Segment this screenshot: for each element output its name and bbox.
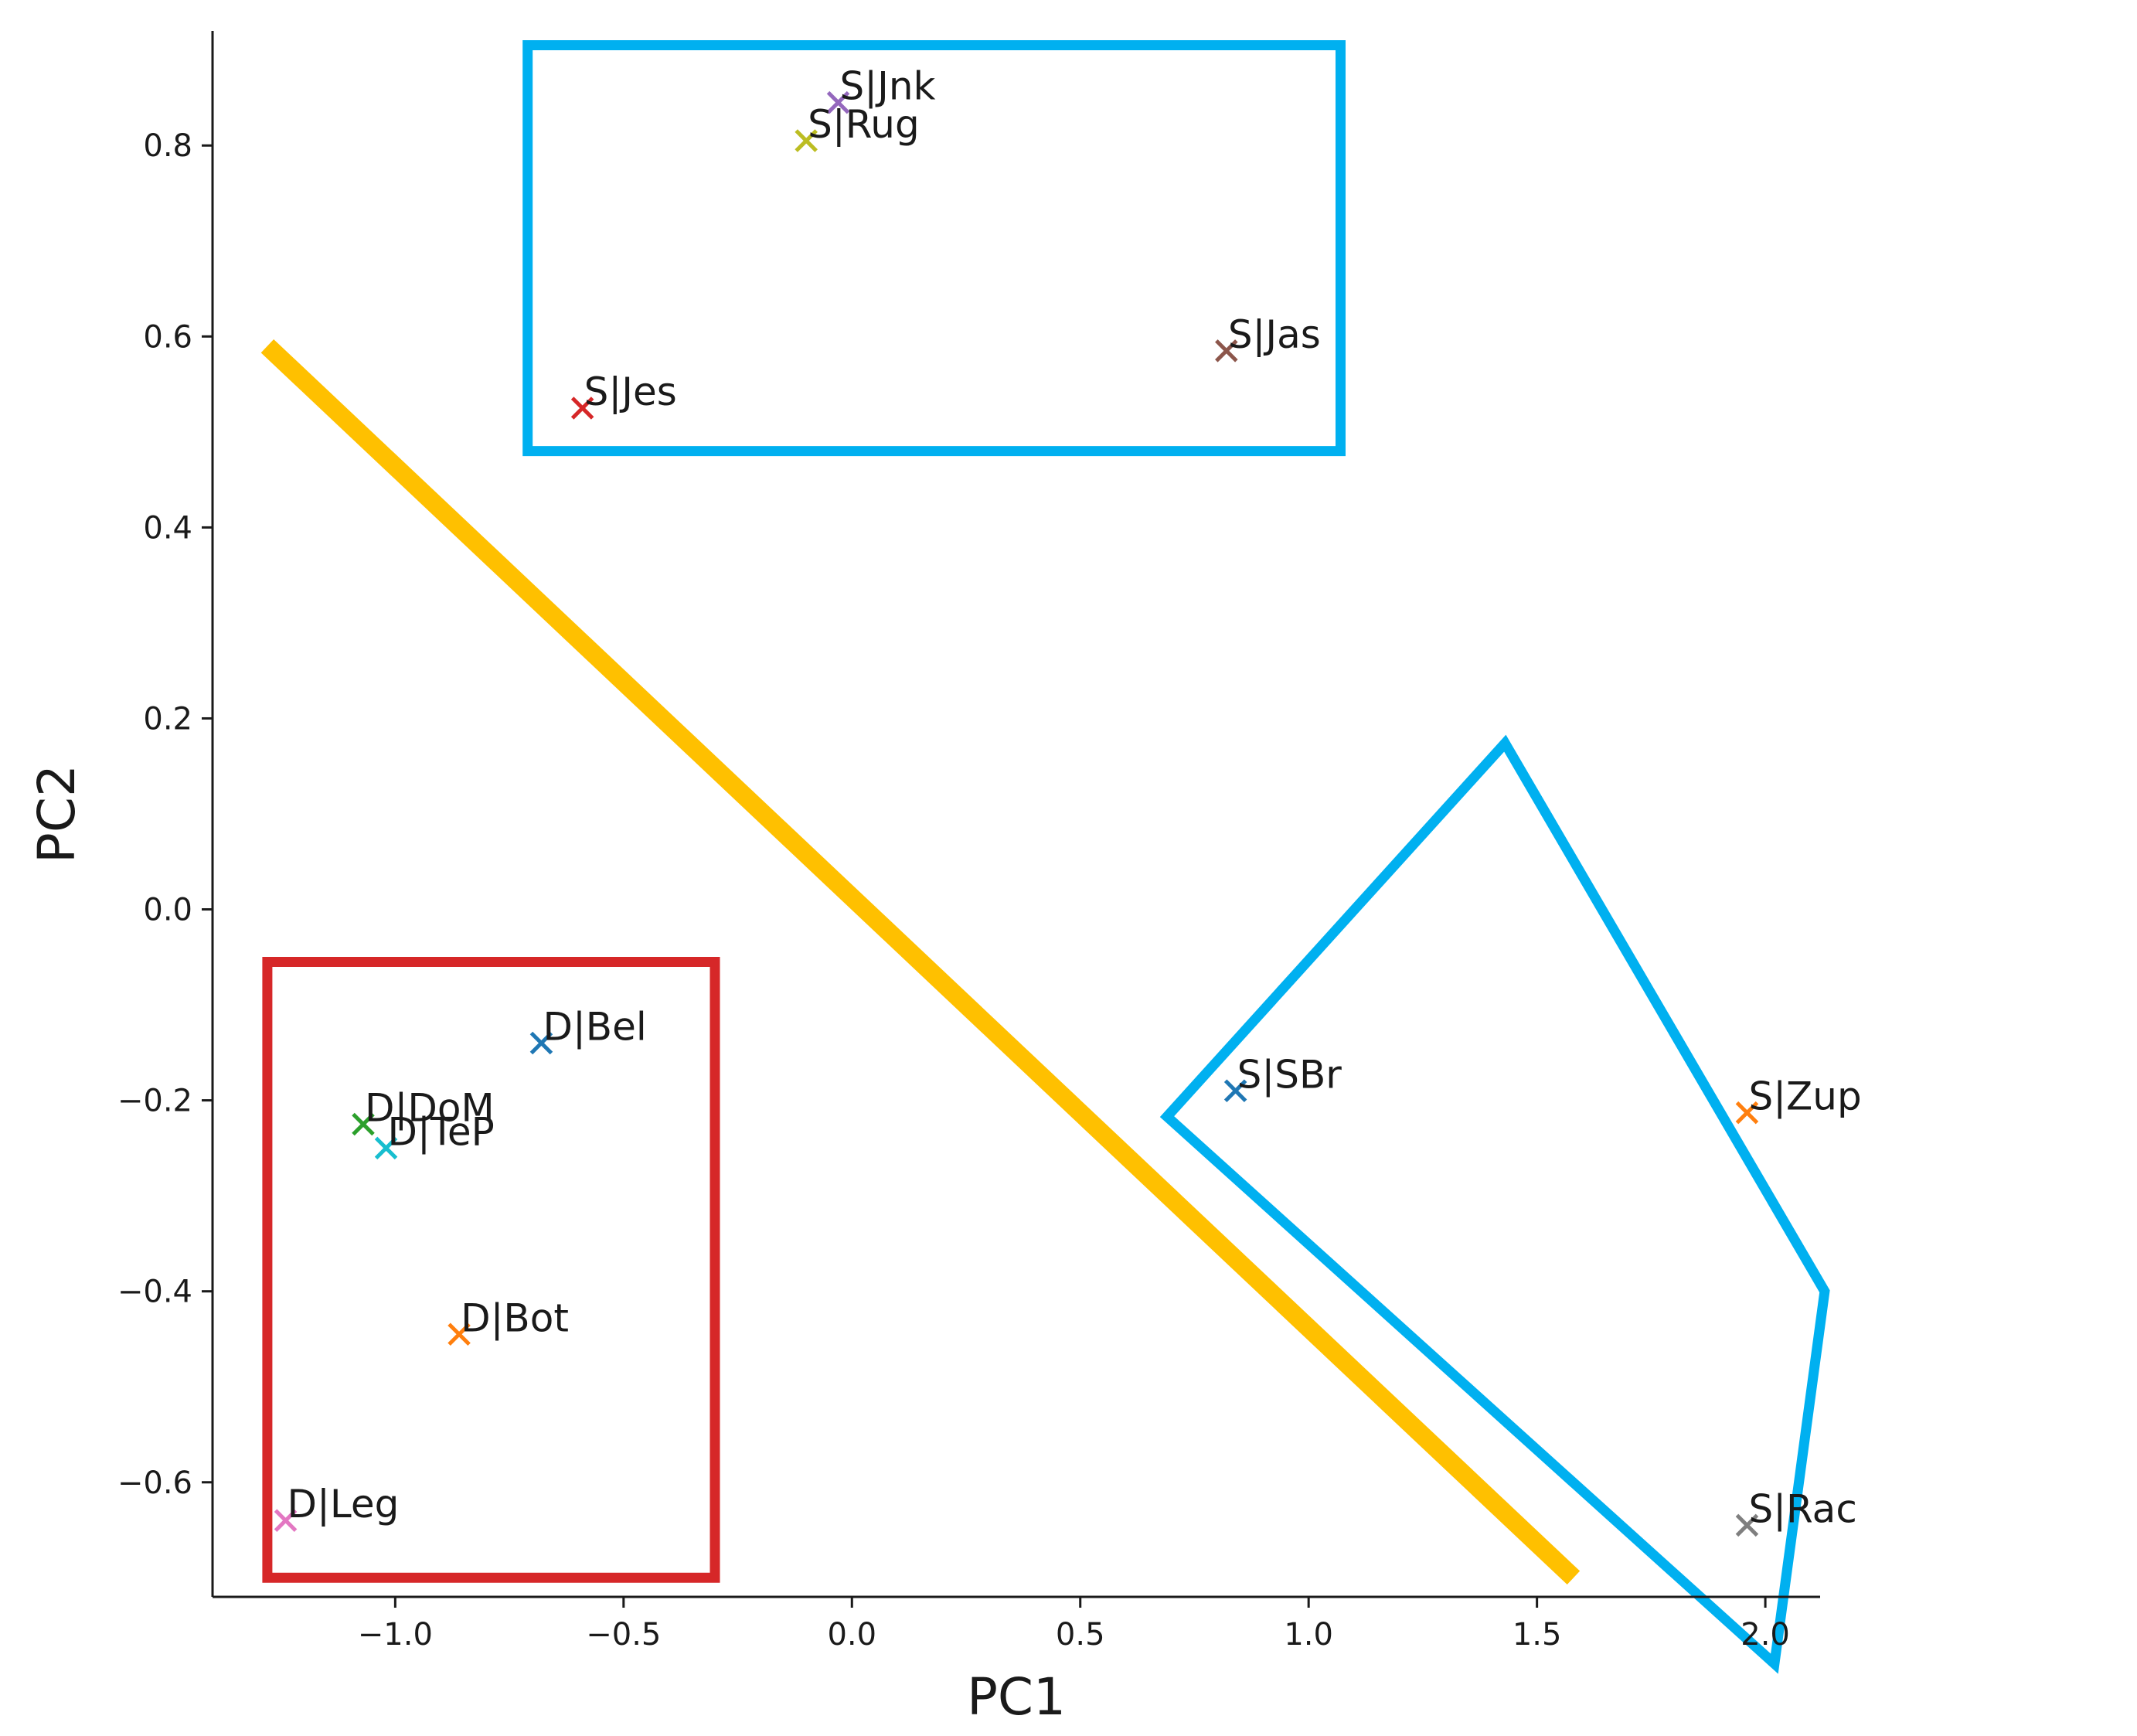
scatter-point: S|SBr (1223, 1052, 1342, 1103)
y-tick-label: −0.2 (117, 1084, 192, 1119)
scatter-point: D|TeP (374, 1109, 495, 1160)
point-marker (1735, 1513, 1759, 1537)
scatter-point: S|Jes (570, 369, 677, 420)
point-marker (1215, 339, 1238, 363)
x-tick-label: −0.5 (586, 1617, 661, 1653)
y-axis-ticks: −0.6 −0.4 −0.2 0.0 0.2 0.4 0.6 0.8 (117, 128, 213, 1501)
point-marker (447, 1322, 471, 1346)
y-tick-label: 0.6 (143, 319, 192, 355)
point-label: S|Rug (808, 102, 920, 147)
y-tick-label: 0.8 (143, 128, 192, 164)
y-tick-label: 0.2 (143, 701, 192, 737)
point-label: D|Bot (461, 1295, 569, 1340)
separator-line (260, 339, 1581, 1585)
point-marker (529, 1031, 553, 1055)
x-tick-label: 1.5 (1513, 1617, 1562, 1653)
x-tick-label: 0.0 (827, 1617, 876, 1653)
x-tick-label: −1.0 (358, 1617, 433, 1653)
scatter-point: S|Jnk (826, 64, 936, 114)
point-label: D|TeP (388, 1109, 495, 1154)
cluster-outline (262, 957, 720, 1583)
scatter-point: S|Rac (1735, 1486, 1857, 1537)
cluster-outline (522, 40, 1346, 457)
y-tick-label: 0.4 (143, 510, 192, 546)
scatter-point: S|Rug (795, 102, 920, 152)
x-tick-label: 1.0 (1284, 1617, 1333, 1653)
scatter-point: D|Bel (529, 1004, 647, 1055)
x-axis-label: PC1 (967, 1667, 1066, 1727)
x-axis-ticks: −1.0 −0.5 0.0 0.5 1.0 1.5 2.0 (358, 1597, 1790, 1653)
scatter-point: S|Zup (1735, 1074, 1862, 1125)
point-marker (1223, 1079, 1247, 1103)
point-label: D|Bel (543, 1004, 646, 1049)
point-marker (795, 129, 818, 152)
point-marker (826, 90, 850, 114)
y-tick-label: −0.6 (117, 1465, 192, 1501)
cluster-outline (1159, 734, 1830, 1674)
y-tick-label: −0.4 (117, 1275, 192, 1310)
annotation-layer (260, 40, 1830, 1674)
point-label: S|Jes (584, 369, 677, 414)
point-label: S|Rac (1748, 1486, 1856, 1531)
point-label: S|Zup (1748, 1074, 1861, 1119)
point-marker (352, 1112, 375, 1136)
x-tick-label: 0.5 (1056, 1617, 1105, 1653)
point-label: S|Jas (1228, 312, 1321, 357)
point-label: D|Leg (288, 1482, 400, 1527)
scatter-point: D|Leg (274, 1482, 400, 1532)
point-marker (570, 397, 594, 420)
point-label: S|SBr (1237, 1052, 1342, 1097)
scatter-point: D|DoM (352, 1085, 495, 1136)
x-tick-label: 2.0 (1741, 1617, 1790, 1653)
point-label: S|Jnk (840, 64, 936, 109)
scatter-point: D|Bot (447, 1295, 569, 1346)
point-marker (374, 1136, 398, 1160)
y-tick-label: 0.0 (143, 893, 192, 928)
point-marker (274, 1509, 298, 1532)
scatter-point: S|Jas (1215, 312, 1321, 363)
point-marker (1735, 1101, 1759, 1125)
point-label: D|DoM (365, 1085, 495, 1130)
y-axis-label: PC2 (27, 764, 87, 863)
